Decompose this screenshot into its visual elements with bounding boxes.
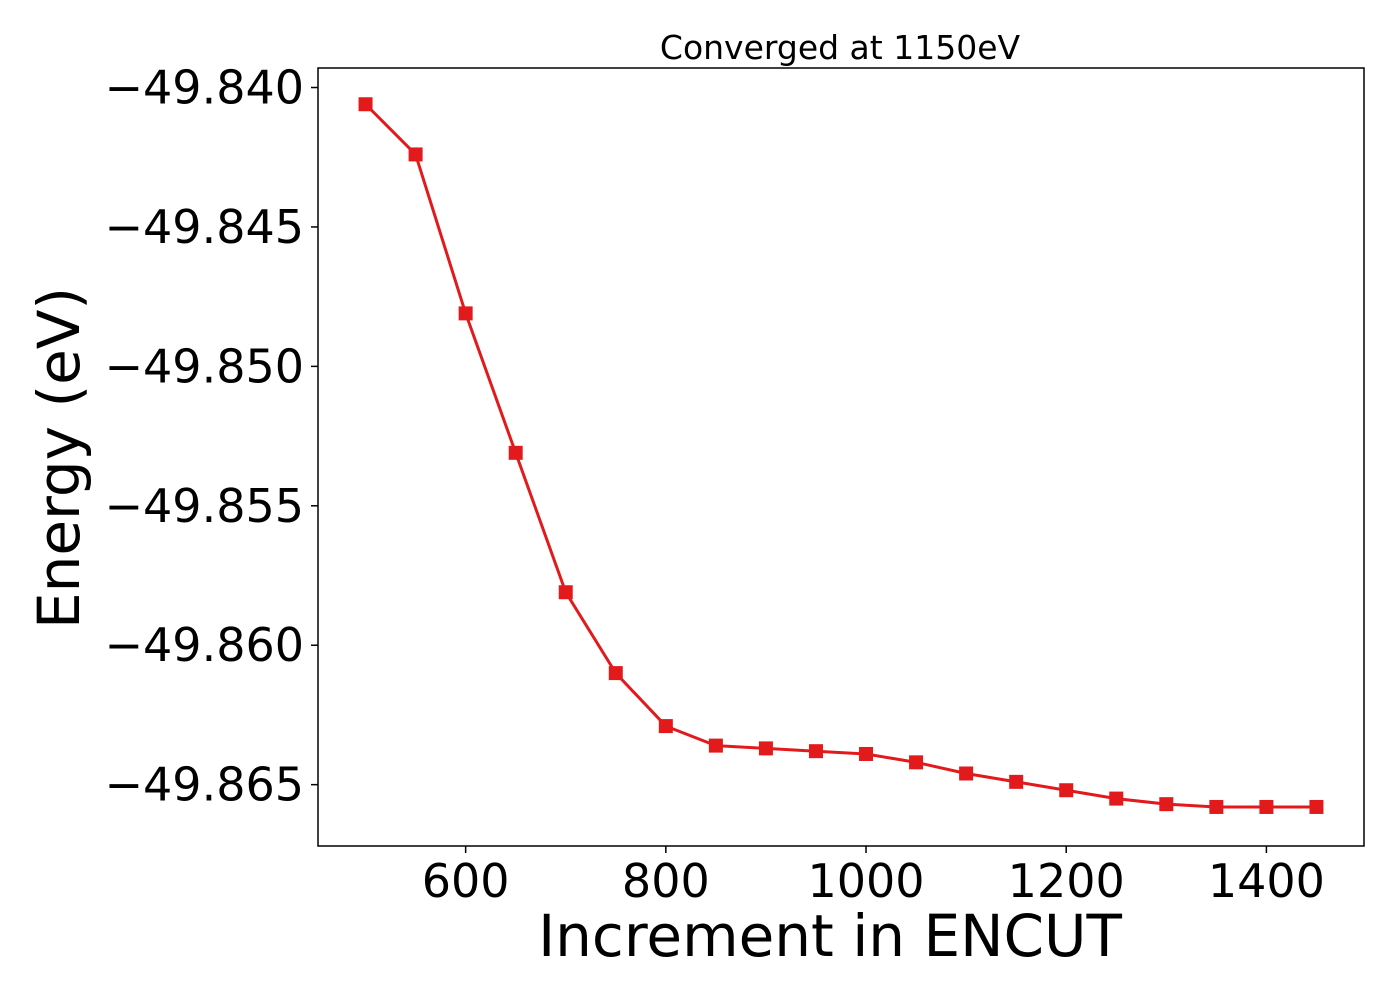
data-point	[808, 744, 823, 759]
data-point	[358, 97, 373, 112]
data-point	[1259, 799, 1274, 814]
data-point	[508, 445, 523, 460]
data-point	[1309, 799, 1324, 814]
x-tick-label: 1200	[1008, 854, 1125, 908]
y-tick-label: −49.850	[105, 339, 305, 393]
data-point	[608, 666, 623, 681]
x-tick-label: 1400	[1208, 854, 1325, 908]
data-point	[959, 766, 974, 781]
data-point	[1059, 783, 1074, 798]
y-axis-title: Energy (eV)	[25, 287, 93, 629]
y-axis: −49.840 −49.845 −49.850 −49.855 −49.860 −49.8…	[105, 61, 318, 812]
data-point	[859, 746, 874, 761]
data-point	[758, 741, 773, 756]
data-point	[458, 306, 473, 321]
y-tick-label: −49.845	[105, 200, 305, 254]
x-tick-label: 1000	[807, 854, 924, 908]
data-point	[708, 738, 723, 753]
x-tick-label: 800	[622, 854, 710, 908]
data-point	[1009, 774, 1024, 789]
x-axis: 600 800 1000 1200 1400	[422, 846, 1325, 908]
data-point	[909, 755, 924, 770]
chart-title: Converged at 1150eV	[660, 28, 1021, 67]
plot-area	[358, 97, 1324, 814]
plot-frame	[317, 67, 1365, 847]
data-point	[1159, 797, 1174, 812]
x-tick-label: 600	[422, 854, 510, 908]
data-point	[1109, 791, 1124, 806]
data-point	[658, 719, 673, 734]
y-tick-label: −49.855	[105, 479, 305, 533]
data-point	[408, 147, 423, 162]
data-point	[558, 585, 573, 600]
y-tick-label: −49.840	[105, 61, 305, 115]
data-point	[1209, 799, 1224, 814]
series-line	[364, 103, 1317, 809]
x-axis-title: Increment in ENCUT	[538, 902, 1122, 970]
y-tick-label: −49.860	[105, 618, 305, 672]
y-tick-label: −49.865	[105, 758, 305, 812]
